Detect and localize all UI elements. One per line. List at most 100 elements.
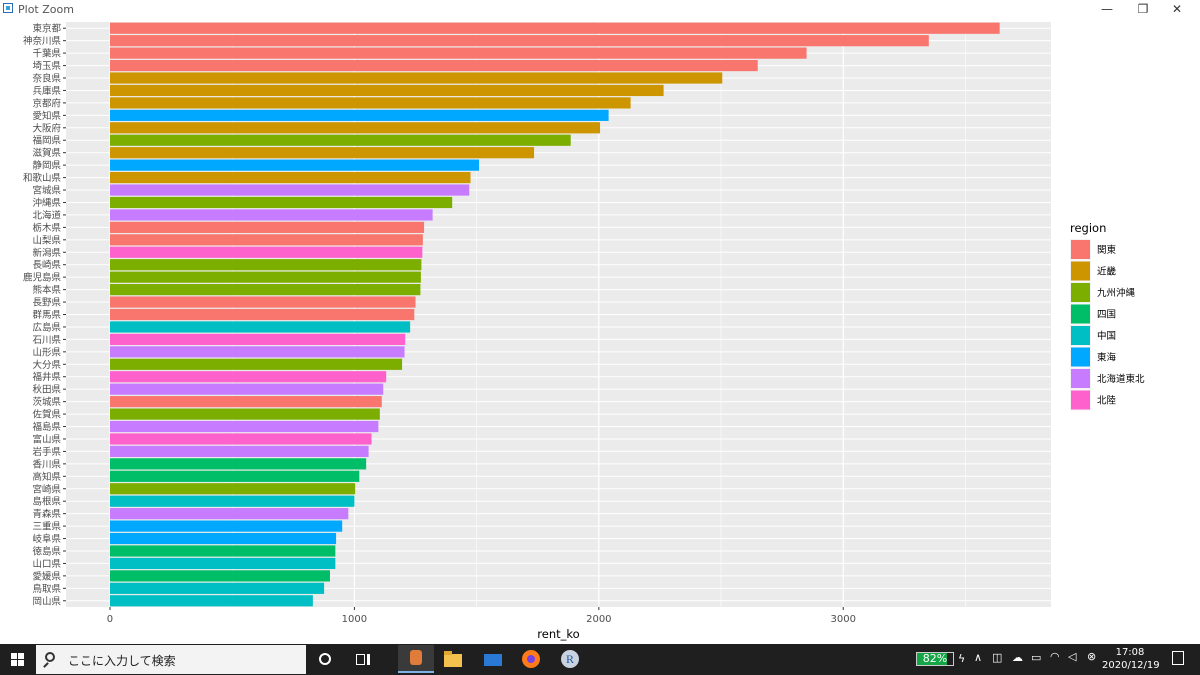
bar	[109, 483, 356, 495]
battery-indicator[interactable]: 82%	[916, 652, 954, 666]
y-tick-label: 三重県	[32, 521, 61, 533]
close-button[interactable]: ✕	[1171, 2, 1183, 16]
mail-icon[interactable]	[480, 647, 506, 672]
y-tick-label: 熊本県	[32, 284, 61, 296]
y-tick-label: 奈良県	[32, 73, 61, 85]
bar	[109, 84, 664, 97]
bar	[109, 35, 929, 47]
bar	[109, 47, 807, 59]
search-icon	[45, 652, 55, 662]
taskbar: ここに入力して検索 R 82% ϟ ∧ ◫ ☁ ▭ ◠ ◁ ⊗ 17:08 20…	[0, 644, 1200, 675]
bar-chart: 東京都神奈川県千葉県埼玉県奈良県兵庫県京都府愛知県大阪府福岡県滋賀県静岡県和歌山…	[23, 22, 1145, 641]
windows-logo-icon	[11, 660, 17, 666]
notification-center-icon[interactable]	[1172, 651, 1184, 665]
rstudio-taskbar-icon[interactable]	[398, 645, 434, 673]
bar	[109, 72, 723, 84]
clock-date[interactable]: 2020/12/19	[1102, 660, 1160, 671]
bar	[109, 284, 421, 296]
bar	[109, 246, 423, 258]
legend-title: region	[1070, 221, 1106, 235]
bar	[109, 171, 471, 184]
charging-icon: ϟ	[958, 652, 966, 665]
show-hidden-icons-chevron-icon[interactable]: ∧	[974, 651, 983, 664]
file-explorer-icon[interactable]	[440, 647, 466, 672]
r-app-icon[interactable]: R	[557, 647, 583, 672]
y-tick-label: 新潟県	[32, 247, 61, 259]
y-tick-label: 宮城県	[32, 185, 61, 197]
clock-time[interactable]: 17:08	[1115, 647, 1145, 658]
cortana-icon[interactable]	[312, 647, 338, 672]
bar	[109, 408, 380, 420]
y-tick-label: 香川県	[32, 459, 61, 470]
bar	[109, 134, 571, 146]
y-tick-label: 和歌山県	[23, 172, 62, 184]
device-icon[interactable]: ◫	[992, 651, 1003, 664]
onedrive-cloud-icon[interactable]: ☁	[1012, 651, 1023, 664]
y-tick-label: 岡山県	[32, 596, 61, 607]
y-tick-label: 福島県	[32, 421, 61, 433]
bar	[109, 184, 470, 196]
bar	[109, 433, 372, 445]
task-view-icon[interactable]	[350, 647, 376, 672]
y-tick-label: 富山県	[32, 433, 61, 445]
volume-icon[interactable]: ◁	[1068, 650, 1077, 663]
battery-tray-icon[interactable]: ▭	[1031, 651, 1042, 664]
bar	[109, 308, 415, 321]
bar	[109, 296, 416, 308]
y-tick-label: 長野県	[32, 298, 61, 309]
legend-label: 北陸	[1097, 395, 1117, 407]
y-tick-label: 鳥取県	[32, 583, 61, 595]
window-title: Plot Zoom	[18, 3, 74, 16]
y-tick-label: 山口県	[32, 559, 61, 570]
bar	[109, 557, 336, 570]
y-tick-label: 島根県	[32, 496, 61, 508]
start-button[interactable]	[0, 644, 36, 675]
bar	[109, 582, 325, 594]
y-tick-label: 宮崎県	[32, 483, 61, 495]
y-tick-label: 岐阜県	[32, 533, 61, 545]
firefox-icon[interactable]	[518, 647, 544, 672]
legend-label: 近畿	[1097, 266, 1117, 278]
bar	[109, 22, 1000, 34]
y-tick-label: 大分県	[32, 359, 61, 371]
bar	[109, 321, 411, 333]
legend-key	[1071, 240, 1090, 259]
legend-label: 関東	[1097, 244, 1117, 256]
bar	[109, 458, 367, 470]
legend-label: 東海	[1097, 352, 1117, 364]
y-tick-label: 石川県	[32, 335, 61, 346]
y-tick-label: 大阪府	[32, 122, 61, 134]
do-not-disturb-icon[interactable]: ⊗	[1087, 650, 1097, 663]
bar	[109, 159, 480, 171]
y-tick-label: 沖縄県	[32, 197, 61, 209]
legend-key	[1071, 261, 1090, 281]
wifi-icon[interactable]: ◠	[1050, 650, 1060, 663]
restore-button[interactable]: ❐	[1137, 2, 1149, 16]
bar	[109, 346, 405, 358]
y-tick-label: 徳島県	[32, 545, 61, 557]
y-tick-label: 愛媛県	[32, 570, 61, 582]
legend-key	[1071, 326, 1090, 345]
y-tick-label: 愛知県	[32, 110, 61, 122]
bar	[109, 97, 631, 109]
bar	[109, 371, 387, 383]
y-tick-label: 滋賀県	[32, 147, 61, 159]
y-tick-label: 山梨県	[32, 234, 61, 246]
minimize-button[interactable]: —	[1101, 2, 1113, 16]
windows-logo-icon	[11, 653, 17, 659]
bar	[109, 147, 535, 159]
windows-logo-icon	[18, 660, 24, 666]
y-tick-label: 群馬県	[32, 309, 61, 321]
y-tick-label: 高知県	[32, 471, 61, 483]
y-tick-label: 長崎県	[32, 259, 61, 271]
y-tick-label: 福井県	[32, 371, 61, 383]
bar	[109, 122, 601, 134]
x-axis-title: rent_ko	[537, 627, 579, 641]
search-placeholder: ここに入力して検索	[68, 654, 176, 668]
legend-key	[1071, 304, 1090, 324]
bar	[109, 396, 382, 408]
plot-zoom-app-icon	[3, 3, 13, 13]
taskbar-search-box[interactable]: ここに入力して検索	[36, 645, 306, 674]
bar	[109, 358, 403, 370]
bar	[109, 383, 384, 395]
